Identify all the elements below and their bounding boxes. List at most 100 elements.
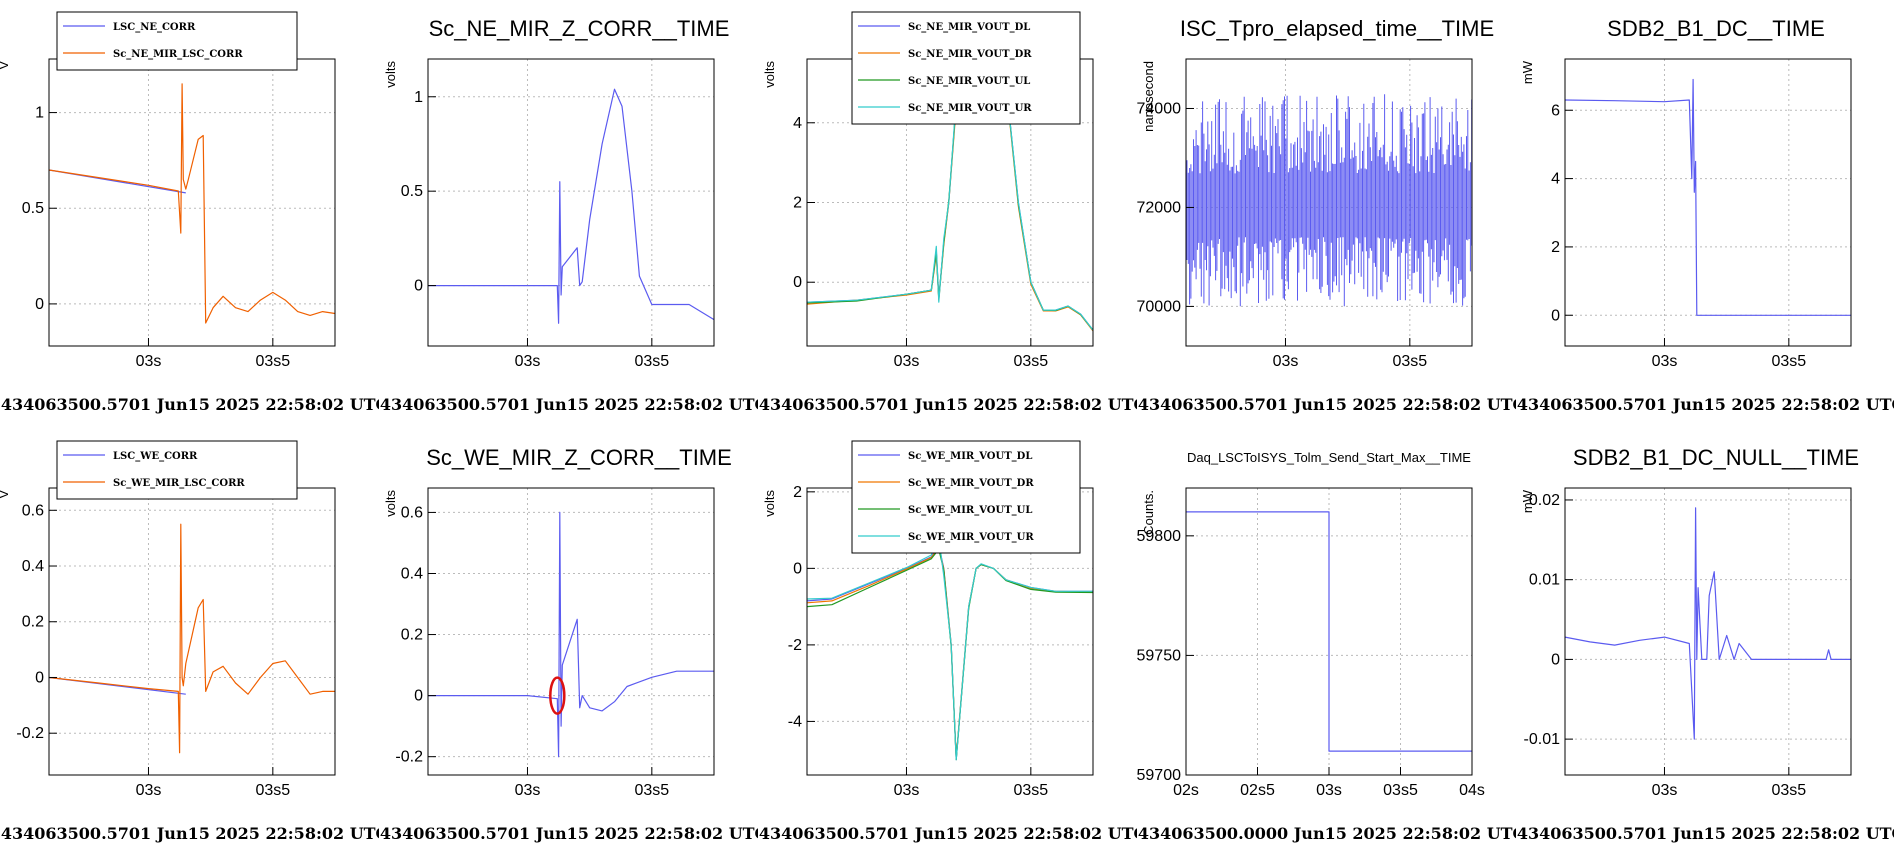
chart-svg: 0.6 0.4 0.2 0 -0.2 03s 03s5 V 1434063500.5701 Ju… bbox=[0, 440, 379, 843]
plot-frame bbox=[427, 487, 715, 776]
y-tick-label: 70000 bbox=[1137, 298, 1181, 315]
x-axis-caption: 1434063500.5701 Jun15 2025 22:58:02 UTC bbox=[1137, 395, 1516, 414]
y-tick-label: 0.4 bbox=[401, 565, 423, 582]
x-tick-label: 03s bbox=[136, 782, 162, 799]
plot-frame bbox=[48, 487, 336, 776]
x-tick-label: 03s bbox=[1652, 353, 1678, 370]
legend-label: Sc_NE_MIR_VOUT_DL bbox=[908, 22, 1030, 33]
legend-label: Sc_WE_MIR_LSC_CORR bbox=[113, 478, 245, 489]
chart-panel-3: 4 2 0 03s 03s5 volts 1434063500.5701 Jun15 202… bbox=[758, 0, 1137, 429]
x-axis-caption: 1434063500.5701 Jun15 2025 22:58:02 UTC bbox=[0, 395, 379, 414]
y-tick-label: 0.6 bbox=[401, 504, 423, 521]
y-tick-label: 4 bbox=[793, 115, 802, 132]
x-axis: 03s 03s5 bbox=[1273, 338, 1427, 370]
x-axis-caption: 1434063500.5701 Jun15 2025 22:58:02 UTC bbox=[758, 395, 1137, 414]
chart-title: SDB2_B1_DC_NULL__TIME bbox=[1573, 445, 1859, 470]
y-tick-label: 0.4 bbox=[22, 558, 44, 575]
chart-panel-5: 6 4 2 0 03s 03s5 mW SDB2_B1_DC__TIME 1434063500.… bbox=[1516, 0, 1894, 429]
legend-label: Sc_NE_MIR_VOUT_UR bbox=[908, 103, 1032, 114]
chart-svg: 10.5003s03s5V1434063500.5701 Jun15 2025 … bbox=[0, 11, 379, 414]
legend-box bbox=[851, 11, 1081, 125]
series-line bbox=[428, 88, 715, 324]
x-tick-label: 03s bbox=[894, 782, 920, 799]
y-axis: 0.6 0.4 0.2 0 -0.2 bbox=[395, 504, 436, 766]
y-tick-label: 74000 bbox=[1137, 100, 1181, 117]
x-axis-caption: 1434063500.5701 Jun15 2025 22:58:02 UTC bbox=[379, 824, 758, 843]
series-line bbox=[1186, 94, 1473, 307]
y-tick-label: 0.2 bbox=[401, 627, 423, 644]
x-axis-caption: 1434063500.5701 Jun15 2025 22:58:02 UTC bbox=[0, 824, 379, 843]
x-tick-label: 03s5 bbox=[255, 353, 290, 370]
y-tick-label: 4 bbox=[1551, 171, 1560, 188]
y-tick-label: 0 bbox=[793, 560, 802, 577]
x-axis-caption: 1434063500.5701 Jun15 2025 22:58:02 UTC bbox=[1516, 824, 1894, 843]
legend: Sc_WE_MIR_VOUT_DL Sc_WE_MIR_VOUT_DR Sc_WE_… bbox=[851, 440, 1081, 554]
series-line bbox=[1564, 507, 1851, 740]
series-group bbox=[1186, 94, 1473, 307]
x-tick-label: 03s5 bbox=[1771, 782, 1806, 799]
legend-box bbox=[851, 440, 1081, 554]
series-line bbox=[806, 546, 1094, 759]
series-group bbox=[428, 511, 714, 758]
x-tick-label: 03s5 bbox=[634, 353, 669, 370]
x-tick-label: 03s bbox=[515, 782, 541, 799]
x-tick-label: 03s5 bbox=[1771, 353, 1806, 370]
y-tick-label: -0.2 bbox=[395, 749, 423, 766]
x-tick-label: 02s bbox=[1173, 782, 1199, 799]
y-tick-label: 2 bbox=[1551, 239, 1560, 256]
x-axis: 03s 03s5 bbox=[894, 767, 1048, 799]
legend-box bbox=[56, 440, 298, 500]
y-tick-label: 0.5 bbox=[22, 200, 44, 217]
y-tick-label: 0 bbox=[35, 669, 44, 686]
chart-panel-4: 74000 72000 70000 03s 03s5 nanosecond ISC_Tpro… bbox=[1137, 0, 1516, 429]
x-tick-label: 03s bbox=[136, 353, 162, 370]
x-tick-label: 03s bbox=[1316, 782, 1342, 799]
y-axis-label: volts bbox=[762, 490, 777, 517]
x-axis: 03s 03s5 bbox=[136, 767, 290, 799]
plot-frame bbox=[1185, 58, 1473, 347]
y-tick-label: 59700 bbox=[1137, 767, 1181, 784]
y-tick-label: 0 bbox=[35, 296, 44, 313]
chart-title: Sc_WE_MIR_Z_CORR__TIME bbox=[426, 445, 732, 470]
y-tick-label: 72000 bbox=[1137, 199, 1181, 216]
legend-label: Sc_NE_MIR_VOUT_DR bbox=[908, 49, 1032, 60]
plot-frame bbox=[1564, 58, 1852, 347]
legend-label: Sc_WE_MIR_VOUT_UR bbox=[908, 532, 1034, 543]
plot-frame bbox=[1564, 487, 1852, 776]
y-axis: 59800 59750 59700 bbox=[1137, 528, 1194, 784]
grid bbox=[428, 59, 714, 346]
legend: LSC_NE_CORR Sc_NE_MIR_LSC_CORR bbox=[56, 11, 298, 71]
chart-panel-8: 2 0 -2 -4 03s 03s5 volts 1434063500.5701 Jun15 … bbox=[758, 429, 1137, 858]
grid bbox=[428, 488, 714, 775]
y-tick-label: 1 bbox=[35, 105, 44, 122]
series-group bbox=[1186, 511, 1472, 752]
series-group bbox=[48, 83, 336, 324]
series-line bbox=[806, 548, 1094, 761]
x-axis: 03s 03s5 bbox=[515, 338, 669, 370]
chart-panel-2: 1 0.5 0 03s 03s5 volts Sc_NE_MIR_Z_CORR__TIME 1… bbox=[379, 0, 758, 429]
x-axis: 03s 03s5 bbox=[515, 767, 669, 799]
y-axis-label: nanosecond bbox=[1141, 61, 1156, 132]
chart-panel-9: 59800 59750 59700 02s 02s5 03s 03s5 04s Counts. D… bbox=[1137, 429, 1516, 858]
x-tick-label: 03s5 bbox=[1383, 782, 1418, 799]
legend: LSC_WE_CORR Sc_WE_MIR_LSC_CORR bbox=[56, 440, 298, 500]
legend-label: Sc_WE_MIR_VOUT_DL bbox=[908, 451, 1032, 462]
x-axis-caption: 1434063500.5701 Jun15 2025 22:58:02 UTC bbox=[758, 824, 1137, 843]
x-axis: 03s 03s5 bbox=[136, 338, 290, 370]
grid bbox=[49, 488, 335, 775]
series-line bbox=[48, 523, 335, 754]
y-tick-label: 59750 bbox=[1137, 647, 1181, 664]
x-axis: 02s 02s5 03s 03s5 04s bbox=[1173, 767, 1485, 799]
chart-svg: 2 0 -2 -4 03s 03s5 volts 1434063500.5701 Jun15 … bbox=[758, 440, 1137, 843]
series-line bbox=[428, 511, 714, 758]
y-tick-label: 0.6 bbox=[22, 502, 44, 519]
chart-svg: 0.02 0.01 0 -0.01 03s 03s5 mW SDB2_B1_DC_NULL__… bbox=[1516, 445, 1894, 843]
y-axis-label: V bbox=[0, 490, 11, 499]
annotation-ellipse bbox=[549, 676, 566, 715]
series-line bbox=[1564, 78, 1851, 316]
y-axis: 0.02 0.01 0 -0.01 bbox=[1524, 492, 1573, 748]
legend-label: Sc_WE_MIR_VOUT_DR bbox=[908, 478, 1034, 489]
y-tick-label: 6 bbox=[1551, 102, 1560, 119]
